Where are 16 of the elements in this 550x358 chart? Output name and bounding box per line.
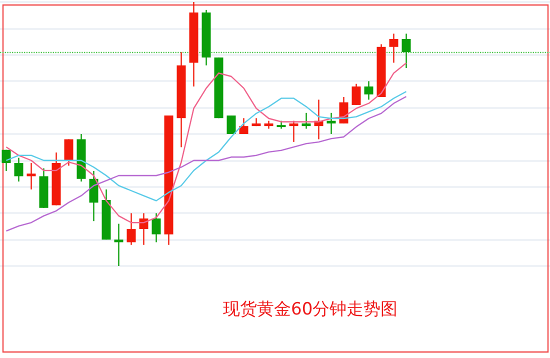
- candlestick: [152, 212, 161, 243]
- candlestick: [26, 162, 36, 190]
- candlestick: [389, 33, 398, 64]
- candlestick: [64, 138, 74, 166]
- candlestick: [226, 114, 236, 135]
- candlestick: [114, 223, 124, 267]
- candlestick: [352, 83, 361, 106]
- candlestick: [326, 112, 336, 135]
- candlestick: [289, 120, 298, 143]
- candlestick: [239, 118, 248, 135]
- candlestick: [364, 80, 374, 100]
- candlestick: [402, 33, 411, 69]
- candlestick: [14, 157, 24, 182]
- text: 现货黄金60分钟走势图: [223, 300, 398, 320]
- candlestick: [302, 112, 311, 130]
- candlestick: [126, 212, 136, 246]
